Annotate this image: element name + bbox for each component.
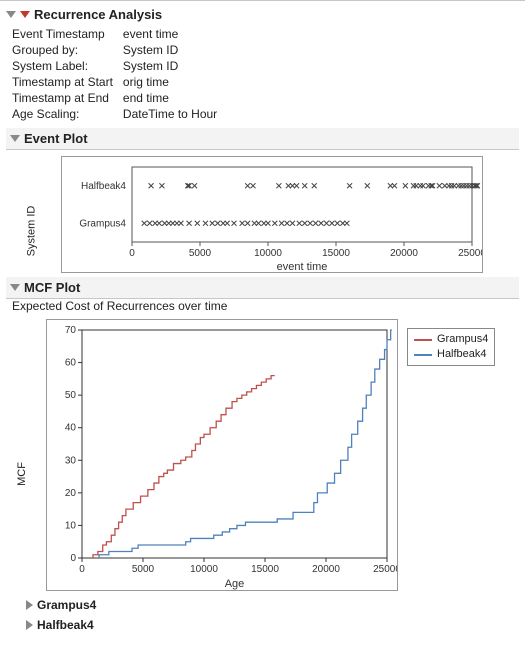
meta-value: System ID (123, 58, 227, 74)
mcf-plot-section: MCF Plot Expected Cost of Recurrences ov… (6, 277, 519, 635)
mcf-plot-header[interactable]: MCF Plot (6, 277, 519, 299)
svg-text:10: 10 (65, 520, 77, 531)
mcf-legend: Grampus4Halfbeak4 (407, 328, 495, 366)
event-plot-y-axis-label: System ID (25, 206, 37, 257)
meta-value: end time (123, 90, 227, 106)
mcf-plot-svg: 0 5000 10000 15000 20000 25000 Age 0 10 20 30 40 50 6… (47, 320, 397, 590)
disclosure-triangle-icon (6, 11, 16, 18)
meta-value: event time (123, 26, 227, 42)
svg-text:Age: Age (225, 578, 245, 590)
svg-text:30: 30 (65, 455, 77, 466)
meta-key: Event Timestamp (12, 26, 123, 42)
svg-text:20000: 20000 (312, 564, 340, 575)
svg-text:Halfbeak4: Halfbeak4 (81, 181, 126, 192)
disclosure-triangle-icon (26, 600, 33, 610)
legend-label: Grampus4 (437, 332, 488, 347)
event-plot-section: Event Plot System ID 0 5000 10000 15000 2000… (6, 128, 519, 273)
event-plot-svg: 0 5000 10000 15000 20000 25000 event time Halfb… (62, 157, 482, 272)
group-item[interactable]: Grampus4 (26, 595, 519, 615)
svg-text:25000: 25000 (458, 248, 482, 259)
svg-text:0: 0 (70, 553, 76, 564)
svg-text:20: 20 (65, 488, 77, 499)
svg-text:25000: 25000 (373, 564, 397, 575)
disclosure-triangle-icon (26, 620, 33, 630)
meta-key: System Label: (12, 58, 123, 74)
svg-text:60: 60 (65, 358, 77, 369)
disclosure-triangle-icon (10, 284, 20, 291)
legend-swatch (414, 354, 432, 356)
meta-key: Timestamp at Start (12, 74, 123, 90)
svg-text:10000: 10000 (254, 248, 282, 259)
svg-text:event time: event time (277, 261, 328, 272)
recurrence-header[interactable]: Recurrence Analysis (6, 5, 519, 24)
svg-text:Grampus4: Grampus4 (79, 218, 126, 229)
legend-item: Halfbeak4 (414, 347, 488, 362)
svg-text:50: 50 (65, 390, 77, 401)
svg-text:40: 40 (65, 423, 77, 434)
legend-item: Grampus4 (414, 332, 488, 347)
section-title: Event Plot (24, 131, 88, 146)
svg-text:0: 0 (79, 564, 85, 575)
svg-text:15000: 15000 (322, 248, 350, 259)
meta-value: orig time (123, 74, 227, 90)
event-plot: 0 5000 10000 15000 20000 25000 event time Halfb… (61, 156, 483, 273)
event-plot-header[interactable]: Event Plot (6, 128, 519, 150)
menu-indicator-icon (20, 11, 30, 18)
meta-key: Timestamp at End (12, 90, 123, 106)
legend-label: Halfbeak4 (437, 347, 487, 362)
svg-text:0: 0 (129, 248, 135, 259)
svg-text:20000: 20000 (390, 248, 418, 259)
group-item[interactable]: Halfbeak4 (26, 615, 519, 635)
legend-swatch (414, 339, 432, 341)
panel-title: Recurrence Analysis (34, 7, 162, 22)
group-label: Grampus4 (37, 598, 96, 612)
disclosure-triangle-icon (10, 135, 20, 142)
bottom-groups: Grampus4 Halfbeak4 (26, 595, 519, 635)
mcf-plot-y-axis-label: MCF (16, 462, 28, 486)
svg-text:70: 70 (65, 325, 77, 336)
meta-key: Grouped by: (12, 42, 123, 58)
section-title: MCF Plot (24, 280, 80, 295)
mcf-plot: 0 5000 10000 15000 20000 25000 Age 0 10 20 30 40 50 6… (46, 319, 398, 591)
recurrence-analysis-panel: Recurrence Analysis Event Timestampevent… (0, 0, 525, 641)
meta-value: System ID (123, 42, 227, 58)
svg-text:5000: 5000 (132, 564, 155, 575)
group-label: Halfbeak4 (37, 618, 94, 632)
svg-text:10000: 10000 (190, 564, 218, 575)
svg-text:5000: 5000 (189, 248, 212, 259)
meta-table: Event Timestampevent timeGrouped by:Syst… (12, 26, 227, 122)
svg-text:15000: 15000 (251, 564, 279, 575)
mcf-subtitle: Expected Cost of Recurrences over time (12, 299, 519, 313)
meta-value: DateTime to Hour (123, 106, 227, 122)
meta-key: Age Scaling: (12, 106, 123, 122)
